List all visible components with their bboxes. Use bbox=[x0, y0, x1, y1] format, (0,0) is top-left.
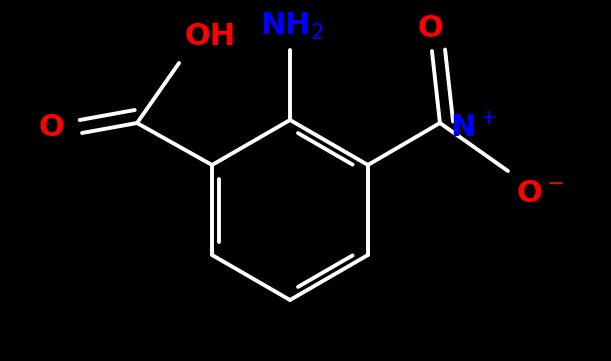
Text: N$^+$: N$^+$ bbox=[450, 113, 497, 143]
Text: NH$_2$: NH$_2$ bbox=[260, 11, 324, 42]
Text: OH: OH bbox=[184, 22, 235, 51]
Text: O: O bbox=[417, 14, 443, 43]
Text: O$^-$: O$^-$ bbox=[516, 179, 564, 208]
Text: O: O bbox=[38, 113, 64, 143]
